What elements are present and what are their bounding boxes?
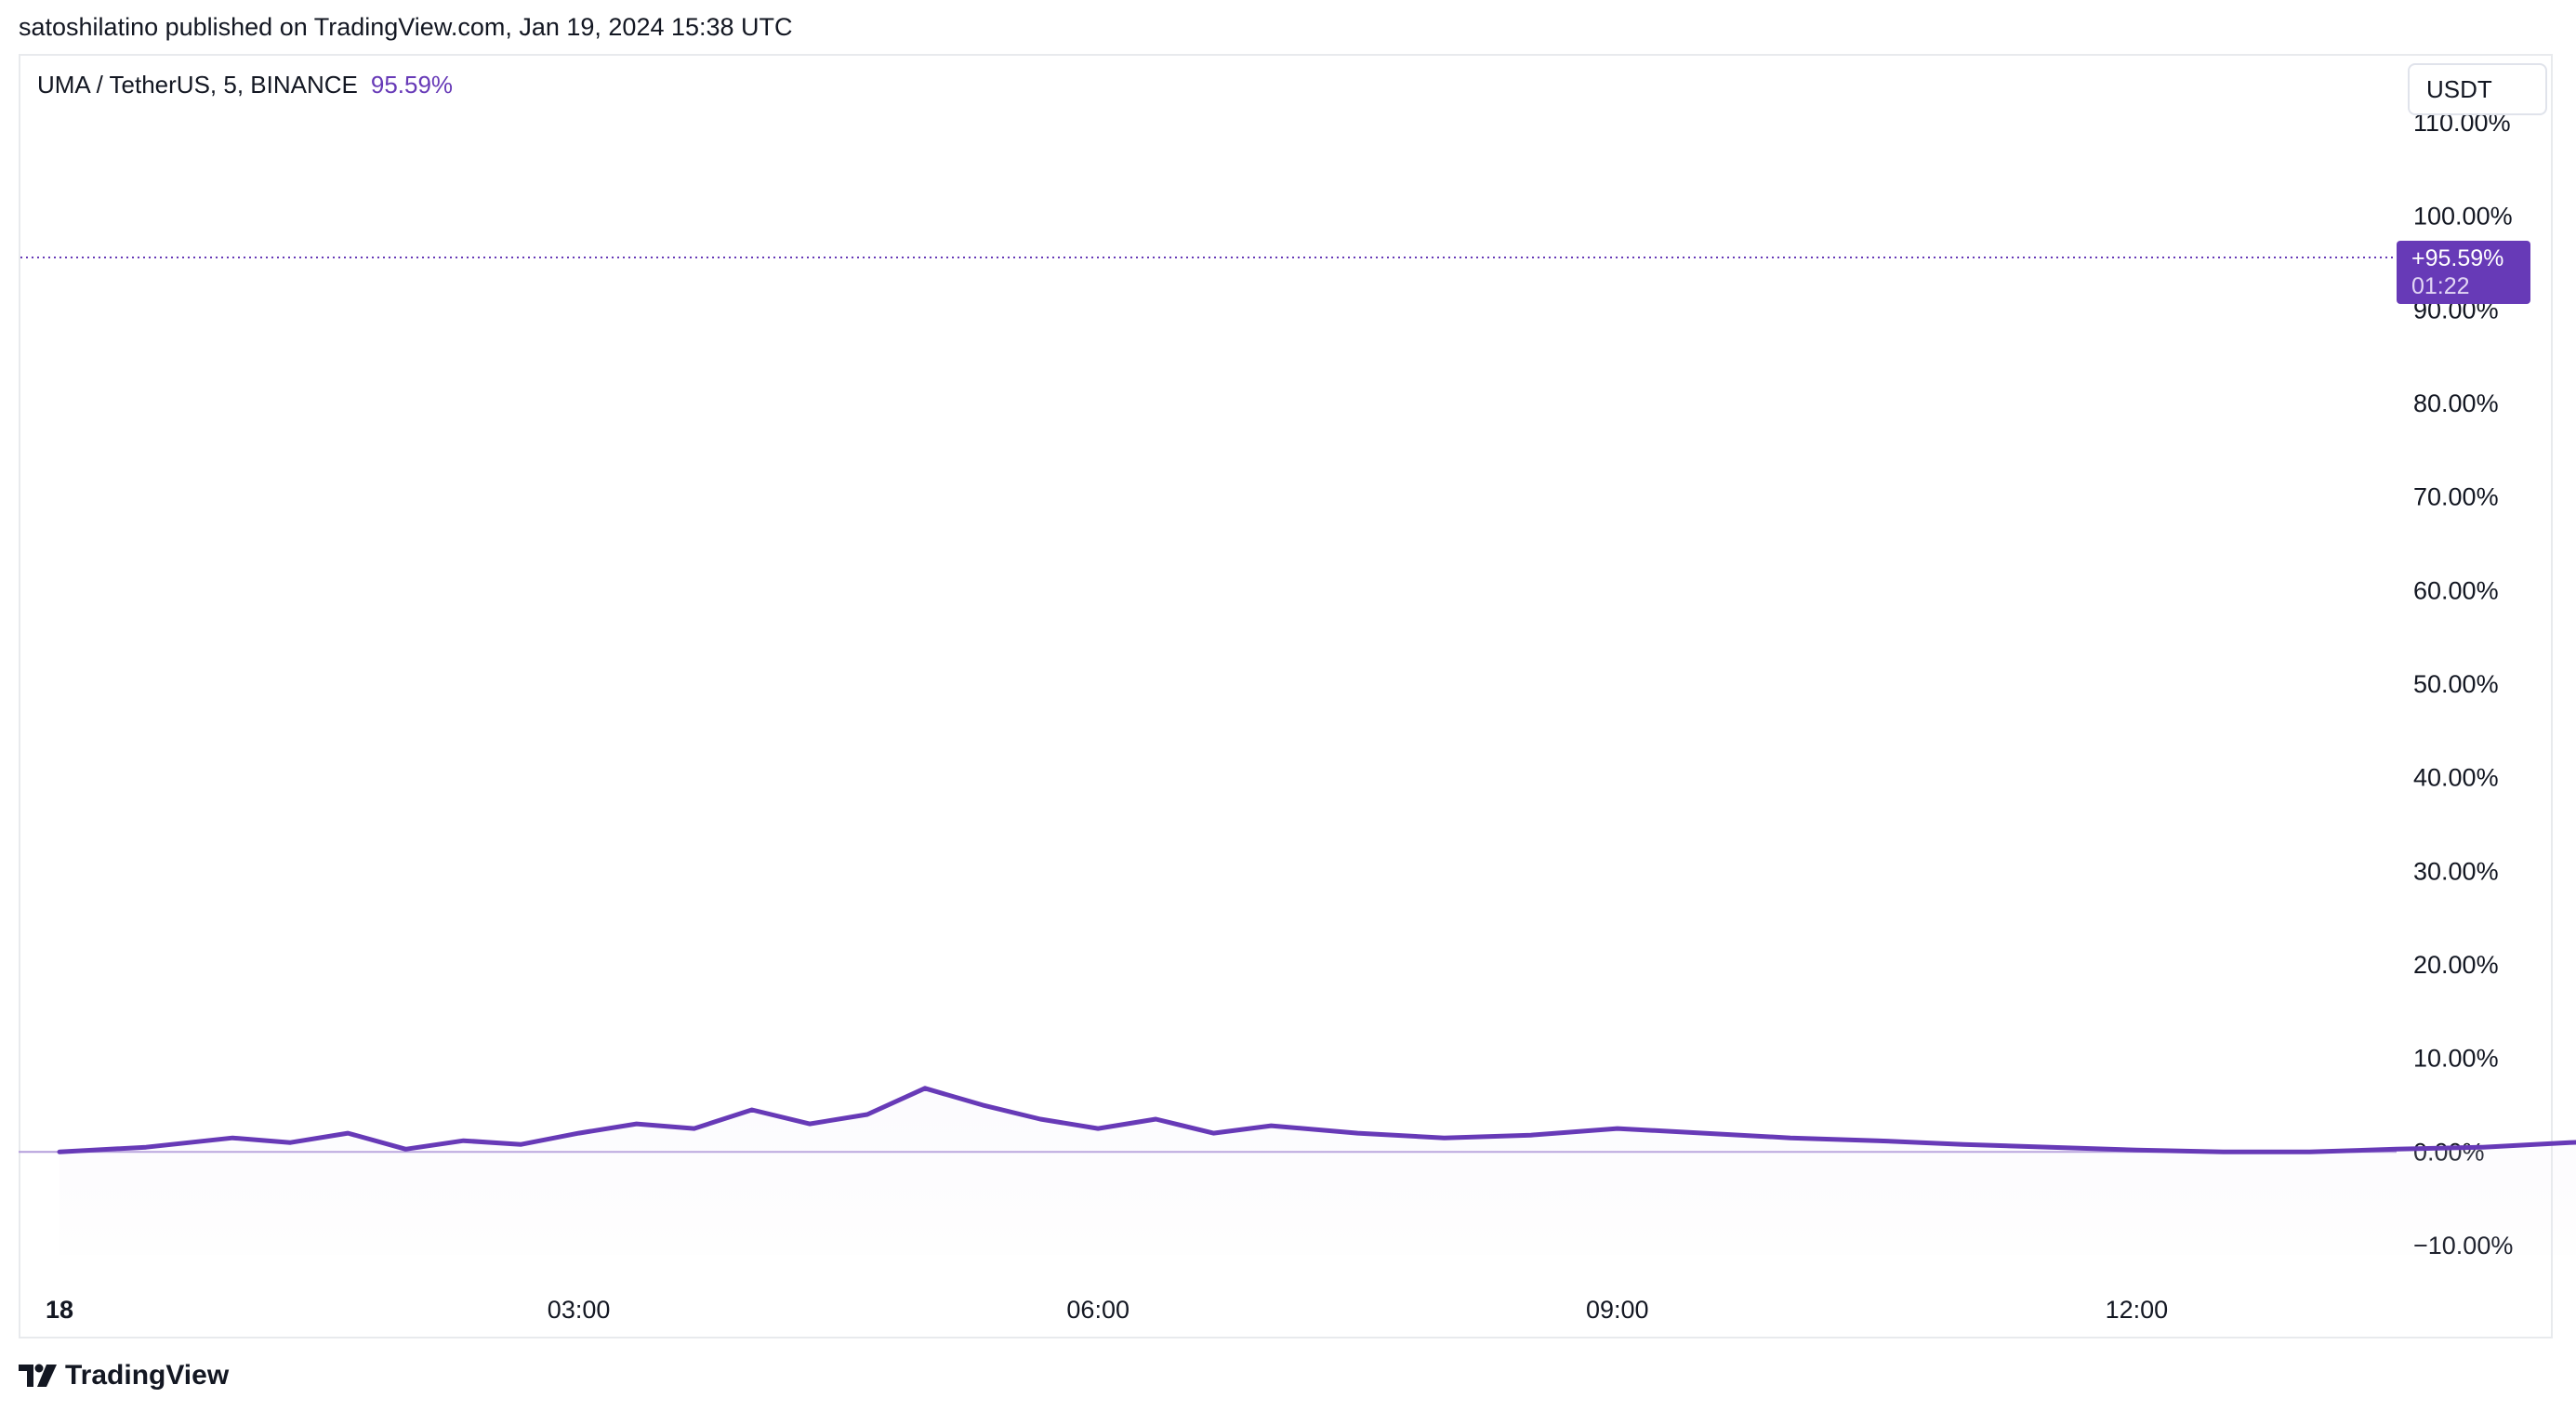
x-tick-label: 09:00: [1586, 1296, 1649, 1324]
x-tick-label: 06:00: [1066, 1296, 1129, 1324]
last-price-value: +95.59%: [2411, 245, 2504, 272]
bar-countdown: 01:22: [2411, 273, 2470, 300]
tradingview-logo-icon: [19, 1364, 57, 1387]
y-tick-label: 20.00%: [2413, 951, 2499, 979]
y-tick-label: 50.00%: [2413, 670, 2499, 698]
symbol-legend: UMA / TetherUS, 5, BINANCE 95.59%: [37, 71, 453, 99]
x-tick-label: 18: [46, 1296, 73, 1324]
change-value: 95.59%: [370, 71, 454, 99]
chart-frame: [19, 54, 2553, 1338]
publish-info: satoshilatino published on TradingView.c…: [19, 13, 793, 41]
symbol-name[interactable]: UMA / TetherUS, 5, BINANCE: [37, 71, 358, 99]
y-tick-label: 100.00%: [2413, 203, 2513, 231]
x-axis: 1803:0006:0009:0012:0015:0018:0021:00190…: [46, 1296, 2169, 1324]
series-line: [57, 1086, 2576, 1154]
y-tick-label: 60.00%: [2413, 576, 2499, 604]
y-tick-label: 70.00%: [2413, 483, 2499, 511]
y-tick-label: 80.00%: [2413, 389, 2499, 417]
tradingview-brand[interactable]: TradingView: [19, 1357, 229, 1394]
area-fill: [59, 1088, 2576, 1255]
x-tick-label: 12:00: [2106, 1296, 2169, 1324]
y-tick-label: 10.00%: [2413, 1045, 2499, 1073]
y-tick-label: 40.00%: [2413, 764, 2499, 792]
last-price-badge: +95.59% 01:22: [2397, 241, 2530, 305]
x-tick-label: 03:00: [548, 1296, 611, 1324]
price-series: [19, 257, 2576, 1255]
currency-button[interactable]: USDT: [2408, 63, 2547, 115]
y-tick-label: 30.00%: [2413, 857, 2499, 885]
brand-name: TradingView: [65, 1360, 230, 1391]
